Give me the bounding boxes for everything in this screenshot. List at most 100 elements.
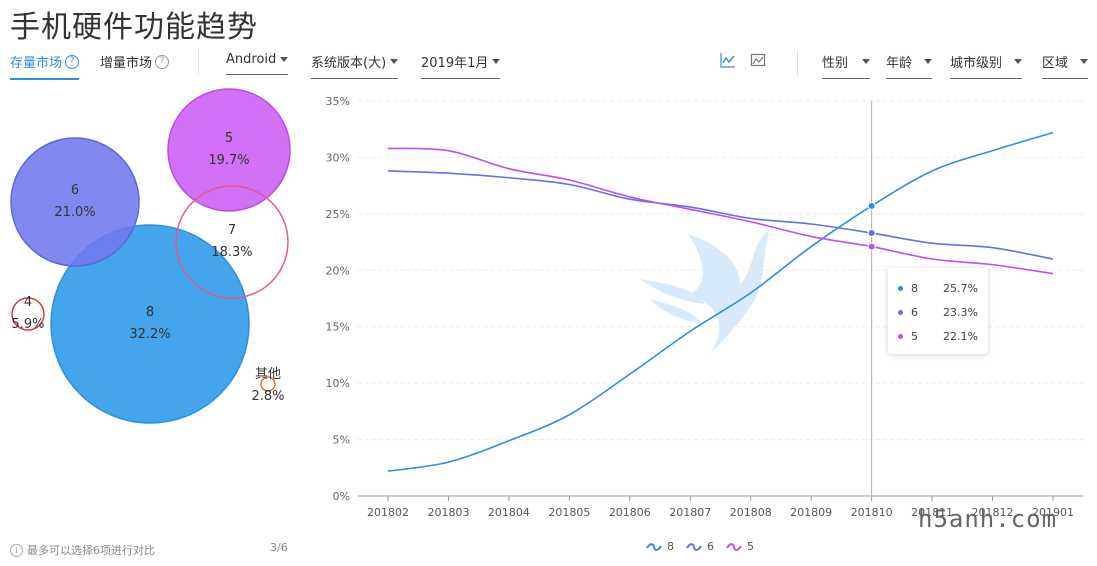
platform-dropdown[interactable]: Android [226, 52, 289, 75]
watermark-text: h5anh.com [918, 505, 1058, 533]
x-tick-label: 201806 [609, 506, 651, 519]
bubble-percent: 19.7% [208, 153, 249, 168]
footer-note-text: 最多可以选择6项进行对比 [27, 544, 155, 557]
y-tick-label: 30% [326, 151, 350, 164]
area-chart-view-icon[interactable] [750, 52, 766, 68]
bubble-percent: 18.3% [211, 245, 252, 260]
bubble-panel: 8 32.2% 6 21.0% 5 19.7% 7 18.3% 4 5.9% 其他 2.8% [0, 84, 300, 524]
x-tick-label: 201802 [367, 506, 409, 519]
tooltip-value: 22.1% [943, 329, 978, 343]
legend-item-8[interactable]: 8 [646, 540, 674, 553]
y-tick-label: 10% [326, 377, 350, 390]
bubble-5[interactable] [167, 88, 291, 212]
bubble-label: 8 [146, 305, 154, 320]
data-point-5 [867, 242, 876, 251]
data-point-8 [867, 201, 876, 210]
bubble-label: 其他 [255, 367, 281, 382]
tab-stock-market-label: 存量市场 [10, 56, 63, 71]
chart-legend: 8 6 5 [646, 540, 754, 553]
help-icon[interactable]: ? [155, 54, 170, 69]
bubble-percent: 5.9% [11, 317, 44, 332]
y-tick-label: 5% [333, 434, 350, 447]
region-filter-label: 区域 [1042, 56, 1069, 71]
series-line-6 [387, 170, 1054, 260]
tooltip-row: 5 22.1% [898, 328, 978, 344]
age-filter-dropdown[interactable]: 年龄 [886, 52, 933, 79]
toolbar: 存量市场 ? 增量市场 ? Android 系统版本(大) 2019年1月 性别… [0, 44, 1097, 84]
gender-filter-dropdown[interactable]: 性别 [822, 52, 871, 79]
x-tick-label: 201803 [427, 506, 469, 519]
bubble-label: 4 [24, 295, 32, 310]
tooltip-value: 25.7% [943, 281, 978, 295]
x-tick-label: 201804 [488, 506, 530, 519]
tab-increment-market[interactable]: 增量市场 ? [100, 52, 170, 71]
x-tick-label: 201810 [851, 506, 893, 519]
bubble-label: 6 [71, 183, 79, 198]
caret-down-icon [1080, 59, 1089, 64]
bubble-percent: 2.8% [251, 389, 284, 404]
bubble-4[interactable] [11, 297, 45, 331]
tab-stock-market[interactable]: 存量市场 ? [10, 52, 80, 80]
caret-down-icon [492, 59, 501, 64]
legend-label: 5 [747, 540, 754, 553]
bubble-7[interactable] [175, 185, 289, 299]
region-filter-dropdown[interactable]: 区域 [1042, 52, 1089, 79]
y-tick-label: 0% [333, 490, 350, 503]
y-tick-label: 35% [326, 95, 350, 108]
legend-item-5[interactable]: 5 [726, 540, 754, 553]
y-tick-label: 20% [326, 264, 350, 277]
toolbar-divider [198, 50, 199, 76]
y-axis-labels: 0% 5% 10% 15% 20% 25% 30% 35% [326, 95, 350, 503]
tooltip-dot [898, 309, 903, 315]
bubble-percent: 32.2% [129, 327, 170, 342]
city-level-filter-label: 城市级别 [950, 56, 1003, 71]
caret-down-icon [924, 59, 933, 64]
bubble-label: 7 [228, 223, 236, 238]
tab-increment-market-label: 增量市场 [100, 56, 153, 71]
x-axis-labels: 201802 201803 201804 201805 201806 201807 2018… [367, 506, 1074, 519]
age-filter-label: 年龄 [886, 56, 913, 71]
wave-line-icon [726, 542, 742, 551]
bubble-8[interactable] [50, 224, 250, 424]
line-chart-view-icon[interactable] [720, 52, 736, 68]
x-tick-label: 201811 [911, 506, 953, 519]
bubble-percent: 21.0% [54, 205, 95, 220]
caret-down-icon [390, 59, 399, 64]
legend-label: 6 [707, 540, 714, 553]
system-version-dropdown[interactable]: 系统版本(大) [311, 52, 399, 79]
tooltip-series-name: 6 [911, 305, 918, 319]
x-tick-label: 201808 [730, 506, 772, 519]
watermark-logo [640, 229, 770, 354]
toolbar-divider [797, 50, 798, 76]
tooltip-row: 8 25.7% [898, 280, 978, 296]
gender-filter-label: 性别 [822, 56, 849, 71]
bubble-other[interactable] [260, 376, 276, 392]
help-icon[interactable]: ? [65, 54, 80, 69]
bubble-label: 5 [225, 131, 233, 146]
series-line-8 [387, 131, 1054, 472]
tooltip-row: 6 23.3% [898, 304, 978, 320]
city-level-filter-dropdown[interactable]: 城市级别 [950, 52, 1023, 79]
tooltip-series-name: 8 [911, 281, 918, 295]
tooltip-series-name: 5 [911, 329, 918, 343]
bubble-chart: 8 32.2% 6 21.0% 5 19.7% 7 18.3% 4 5.9% 其他 2.8% [10, 88, 291, 424]
x-tick-label: 201812 [972, 506, 1014, 519]
system-version-dropdown-label: 系统版本(大) [311, 56, 387, 71]
month-dropdown[interactable]: 2019年1月 [421, 52, 501, 79]
bubble-6[interactable] [10, 137, 140, 267]
tooltip-dot [898, 285, 903, 291]
month-dropdown-label: 2019年1月 [421, 56, 489, 71]
wave-line-icon [646, 542, 662, 551]
caret-down-icon [1014, 59, 1023, 64]
wave-line-icon [686, 542, 702, 551]
x-tick-label: 201805 [548, 506, 590, 519]
footer-note: i 最多可以选择6项进行对比 [10, 542, 155, 558]
x-tick-label: 201901 [1032, 506, 1074, 519]
x-tick-label: 201809 [790, 506, 832, 519]
y-tick-label: 25% [326, 208, 350, 221]
data-point-6 [867, 229, 876, 238]
caret-down-icon [862, 59, 871, 64]
x-tick-label: 201807 [669, 506, 711, 519]
legend-item-6[interactable]: 6 [686, 540, 714, 553]
platform-dropdown-label: Android [226, 52, 277, 67]
